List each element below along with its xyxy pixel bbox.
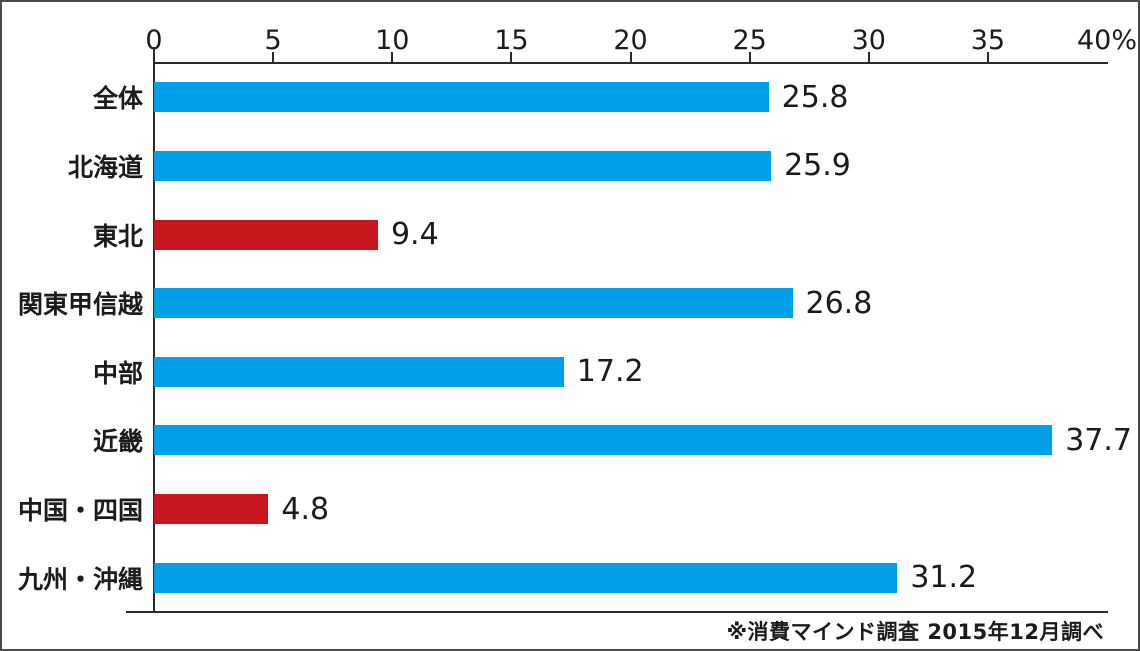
bar-area: 25.9	[154, 132, 1107, 201]
x-axis-line	[154, 62, 1108, 64]
bar	[154, 356, 564, 387]
bar-row: 近畿 37.7	[2, 406, 1132, 475]
x-axis-tick-label: 25	[732, 25, 767, 56]
x-axis-tick-label: 20	[613, 25, 648, 56]
bar	[154, 562, 898, 593]
bar-row: 東北 9.4	[2, 200, 1107, 269]
x-axis-tick-mark	[986, 52, 989, 62]
x-axis-tick-mark	[510, 52, 513, 62]
x-axis-tick-mark	[629, 52, 632, 62]
value-label: 25.8	[781, 79, 849, 115]
x-axis-tick-label: 40%	[1076, 25, 1138, 56]
x-axis-tick-marks	[154, 52, 1107, 62]
category-label: 東北	[92, 221, 143, 251]
bar	[154, 494, 269, 525]
x-axis-tick-label: 10	[375, 25, 410, 56]
value-label: 17.2	[576, 354, 644, 390]
bottom-axis-line	[126, 611, 1108, 613]
bar-area: 37.7	[154, 406, 1132, 475]
category-label: 中部	[92, 358, 143, 388]
bar-row: 中国・四国 4.8	[2, 475, 1107, 544]
category-label: 近畿	[92, 427, 143, 457]
x-axis-tick-mark	[867, 52, 870, 62]
category-label: 関東甲信越	[17, 290, 143, 320]
bar-row: 北海道 25.9	[2, 132, 1107, 201]
value-label: 37.7	[1065, 422, 1132, 458]
x-axis-tick-mark	[748, 52, 751, 62]
x-axis-tick-mark	[272, 52, 275, 62]
bar	[154, 219, 378, 250]
x-axis-tick-label: 0	[145, 25, 163, 56]
bar-area: 25.8	[154, 63, 1107, 132]
value-label: 31.2	[910, 560, 978, 596]
bar-area: 26.8	[154, 269, 1107, 338]
source-note: ※消費マインド調査 2015年12月調べ	[726, 620, 1104, 644]
bar	[154, 150, 772, 181]
bar-row: 九州・沖縄 31.2	[2, 543, 1107, 612]
x-axis-tick-label: 35	[970, 25, 1006, 56]
bar-area: 31.2	[154, 543, 1107, 612]
value-label: 26.8	[805, 285, 873, 321]
bar-row: 中部 17.2	[2, 338, 1107, 407]
bar-area: 4.8	[154, 475, 1107, 544]
category-label: 北海道	[67, 152, 143, 182]
value-label: 4.8	[281, 491, 330, 527]
x-axis-tick-labels: 0 5 10 15 20 25 30 35 40%	[145, 25, 1137, 56]
x-axis-tick-label: 5	[264, 25, 282, 56]
category-label: 九州・沖縄	[17, 564, 143, 594]
x-axis-tick-label: 30	[851, 25, 886, 56]
value-label: 25.9	[784, 148, 851, 184]
x-axis-tick-label: 15	[494, 25, 529, 56]
x-axis-tick-mark	[391, 52, 394, 62]
bar	[154, 82, 769, 113]
bar-area: 9.4	[154, 200, 1107, 269]
category-label: 全体	[92, 84, 143, 114]
value-label: 9.4	[390, 217, 439, 253]
bar	[154, 425, 1053, 456]
category-label: 中国・四国	[17, 496, 143, 526]
bar-row: 全体 25.8	[2, 63, 1107, 132]
bar-rows: 全体 25.8 北海道 25.9 東北 9.4 関東甲信越 26.8 中部 17…	[2, 63, 1132, 612]
y-axis-line	[153, 47, 155, 613]
bar-row: 関東甲信越 26.8	[2, 269, 1107, 338]
bar-area: 17.2	[154, 338, 1107, 407]
bar	[154, 288, 793, 319]
